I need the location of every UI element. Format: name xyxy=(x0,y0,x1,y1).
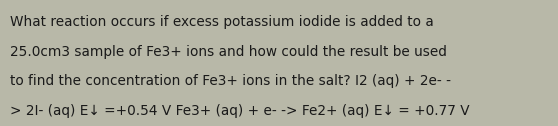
Text: What reaction occurs if excess potassium iodide is added to a: What reaction occurs if excess potassium… xyxy=(10,15,434,29)
Text: > 2I- (aq) E↓ =+0.54 V Fe3+ (aq) + e- -> Fe2+ (aq) E↓ = +0.77 V: > 2I- (aq) E↓ =+0.54 V Fe3+ (aq) + e- ->… xyxy=(10,104,470,118)
Text: to find the concentration of Fe3+ ions in the salt? I2 (aq) + 2e- -: to find the concentration of Fe3+ ions i… xyxy=(10,74,451,88)
Text: 25.0cm3 sample of Fe3+ ions and how could the result be used: 25.0cm3 sample of Fe3+ ions and how coul… xyxy=(10,45,447,59)
